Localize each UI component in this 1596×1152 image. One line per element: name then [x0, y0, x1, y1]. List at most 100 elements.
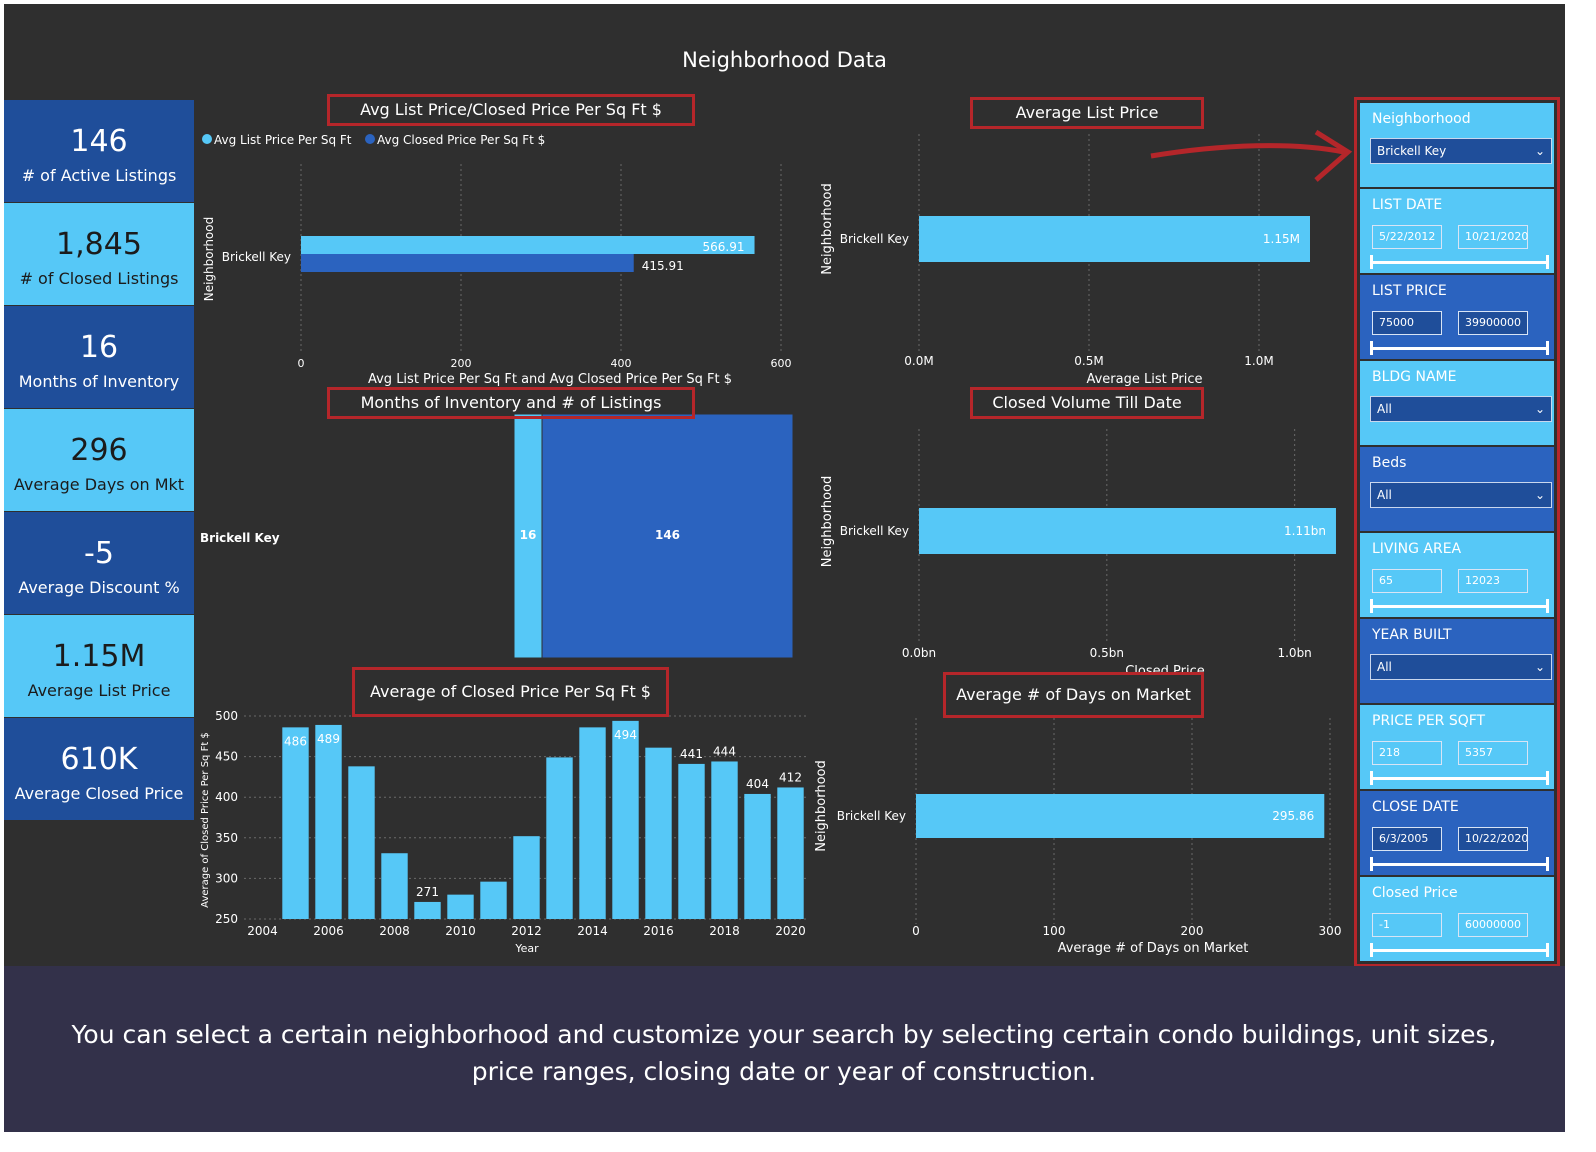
chart-title-closed-psf: Average of Closed Price Per Sq Ft $	[352, 667, 669, 717]
range-min-input[interactable]: 65	[1372, 569, 1442, 593]
axis-title: Closed Price	[1125, 664, 1205, 679]
slicer-closed-price: Closed Price -1 60000000	[1360, 877, 1554, 961]
slicer-dropdown[interactable]: All ⌄	[1370, 396, 1552, 422]
x-tick-label: 600	[771, 357, 792, 370]
range-max-input[interactable]: 12023	[1458, 569, 1528, 593]
data-label: 1.11bn	[1284, 524, 1326, 538]
slicer-dropdown-value: All	[1377, 488, 1392, 502]
kpi-label: Average Days on Mkt	[13, 475, 185, 494]
range-max-input[interactable]: 60000000	[1458, 913, 1528, 937]
x-tick-label: 300	[1319, 924, 1342, 938]
bar	[645, 747, 672, 919]
slicer-title: Neighborhood	[1372, 111, 1471, 127]
range-slider-max-handle[interactable]	[1546, 341, 1549, 355]
range-max-input[interactable]: 10/22/2020	[1458, 827, 1528, 851]
x-tick-label: 0.0M	[904, 354, 933, 368]
kpi-label: # of Closed Listings	[19, 269, 179, 288]
chevron-down-icon[interactable]: ⌄	[1534, 402, 1545, 416]
chevron-down-icon[interactable]: ⌄	[1534, 488, 1545, 502]
range-slider-max-handle[interactable]	[1546, 943, 1549, 957]
range-slider-track[interactable]	[1370, 347, 1548, 350]
x-tick-label: 2010	[445, 924, 476, 938]
range-slider-max-handle[interactable]	[1546, 599, 1549, 613]
kpi-value: 1.15M	[52, 639, 146, 674]
slicer-price-per-sqft: PRICE PER SQFT 218 5357	[1360, 705, 1554, 789]
slicer-year-built: YEAR BUILT All ⌄	[1360, 619, 1554, 703]
range-slider-max-handle[interactable]	[1546, 857, 1549, 871]
chart-title-inventory: Months of Inventory and # of Listings	[327, 387, 695, 419]
kpi-card-average-closed-price: 610K Average Closed Price	[4, 718, 194, 820]
range-slider-min-handle[interactable]	[1370, 943, 1373, 957]
range-max-input[interactable]: 39900000	[1458, 311, 1528, 335]
y-tick-label: 400	[215, 790, 238, 804]
caption-panel: You can select a certain neighborhood an…	[4, 966, 1565, 1132]
chevron-down-icon[interactable]: ⌄	[1534, 144, 1545, 158]
axis-title: Neighborhood	[202, 217, 216, 302]
range-max-input[interactable]: 10/21/2020	[1458, 225, 1528, 249]
range-slider-min-handle[interactable]	[1370, 857, 1373, 871]
range-slider-track[interactable]	[1370, 863, 1548, 866]
x-tick-label: 0.0bn	[902, 646, 936, 660]
range-slider-track[interactable]	[1370, 261, 1548, 264]
kpi-label: Average Discount %	[18, 578, 180, 597]
axis-title: Average List Price	[1086, 372, 1202, 387]
slicer-living-area: LIVING AREA 65 12023	[1360, 533, 1554, 617]
kpi-card-months-inventory: 16 Months of Inventory	[4, 306, 194, 408]
range-min-input[interactable]: 6/3/2005	[1372, 827, 1442, 851]
x-tick-label: 100	[1043, 924, 1066, 938]
data-label: 295.86	[1272, 809, 1314, 823]
slicer-dropdown[interactable]: All ⌄	[1370, 654, 1552, 680]
x-tick-label: 200	[1181, 924, 1204, 938]
legend-swatch	[202, 134, 212, 144]
x-tick-label: 0.5bn	[1090, 646, 1124, 660]
bar	[612, 720, 639, 919]
range-slider-track[interactable]	[1370, 777, 1548, 780]
kpi-value: 16	[79, 330, 119, 365]
arrow-annotation-icon	[1150, 129, 1353, 182]
data-label: 494	[614, 728, 637, 742]
axis-title: Avg List Price Per Sq Ft and Avg Closed …	[368, 372, 732, 387]
kpi-card-average-list-price: 1.15M Average List Price	[4, 615, 194, 717]
legend-label: Avg Closed Price Per Sq Ft $	[377, 133, 545, 147]
slicer-title: LIVING AREA	[1372, 541, 1462, 557]
data-label: 412	[779, 770, 802, 784]
kpi-value: 146	[70, 124, 128, 159]
bar	[916, 794, 1325, 838]
range-max-input[interactable]: 5357	[1458, 741, 1528, 765]
slicer-dropdown-value: All	[1377, 660, 1392, 674]
range-slider-min-handle[interactable]	[1370, 771, 1373, 785]
bar	[301, 236, 755, 254]
chart-title-days-on-market: Average # of Days on Market	[943, 672, 1204, 718]
range-slider-min-handle[interactable]	[1370, 255, 1373, 269]
range-slider-min-handle[interactable]	[1370, 599, 1373, 613]
category-label: Brickell Key	[837, 809, 906, 823]
slicer-title: CLOSE DATE	[1372, 799, 1459, 815]
chevron-down-icon[interactable]: ⌄	[1534, 660, 1545, 674]
kpi-value: 610K	[60, 742, 138, 777]
data-label: 415.91	[642, 259, 684, 273]
kpi-card-average-discount: -5 Average Discount %	[4, 512, 194, 614]
slicer-dropdown[interactable]: All ⌄	[1370, 482, 1552, 508]
slicer-title: LIST DATE	[1372, 197, 1443, 213]
slicer-title: PRICE PER SQFT	[1372, 713, 1486, 729]
slicer-title: Closed Price	[1372, 885, 1458, 901]
range-min-input[interactable]: 218	[1372, 741, 1442, 765]
data-label: 444	[713, 744, 736, 758]
bar	[414, 901, 441, 919]
range-slider-min-handle[interactable]	[1370, 341, 1373, 355]
range-min-input[interactable]: 75000	[1372, 311, 1442, 335]
range-min-input[interactable]: 5/22/2012	[1372, 225, 1442, 249]
range-min-input[interactable]: -1	[1372, 913, 1442, 937]
data-label: 486	[284, 734, 307, 748]
x-tick-label: 0	[912, 924, 920, 938]
range-slider-max-handle[interactable]	[1546, 771, 1549, 785]
slicer-dropdown[interactable]: Brickell Key ⌄	[1370, 138, 1552, 164]
range-slider-max-handle[interactable]	[1546, 255, 1549, 269]
chart-title-psf: Avg List Price/Closed Price Per Sq Ft $	[327, 94, 695, 126]
range-slider-track[interactable]	[1370, 949, 1548, 952]
axis-title: Neighborhood	[820, 183, 835, 275]
x-tick-label: 400	[611, 357, 632, 370]
range-slider-track[interactable]	[1370, 605, 1548, 608]
axis-title: Neighborhood	[814, 760, 829, 852]
slicer-list-date: LIST DATE 5/22/2012 10/21/2020	[1360, 189, 1554, 273]
